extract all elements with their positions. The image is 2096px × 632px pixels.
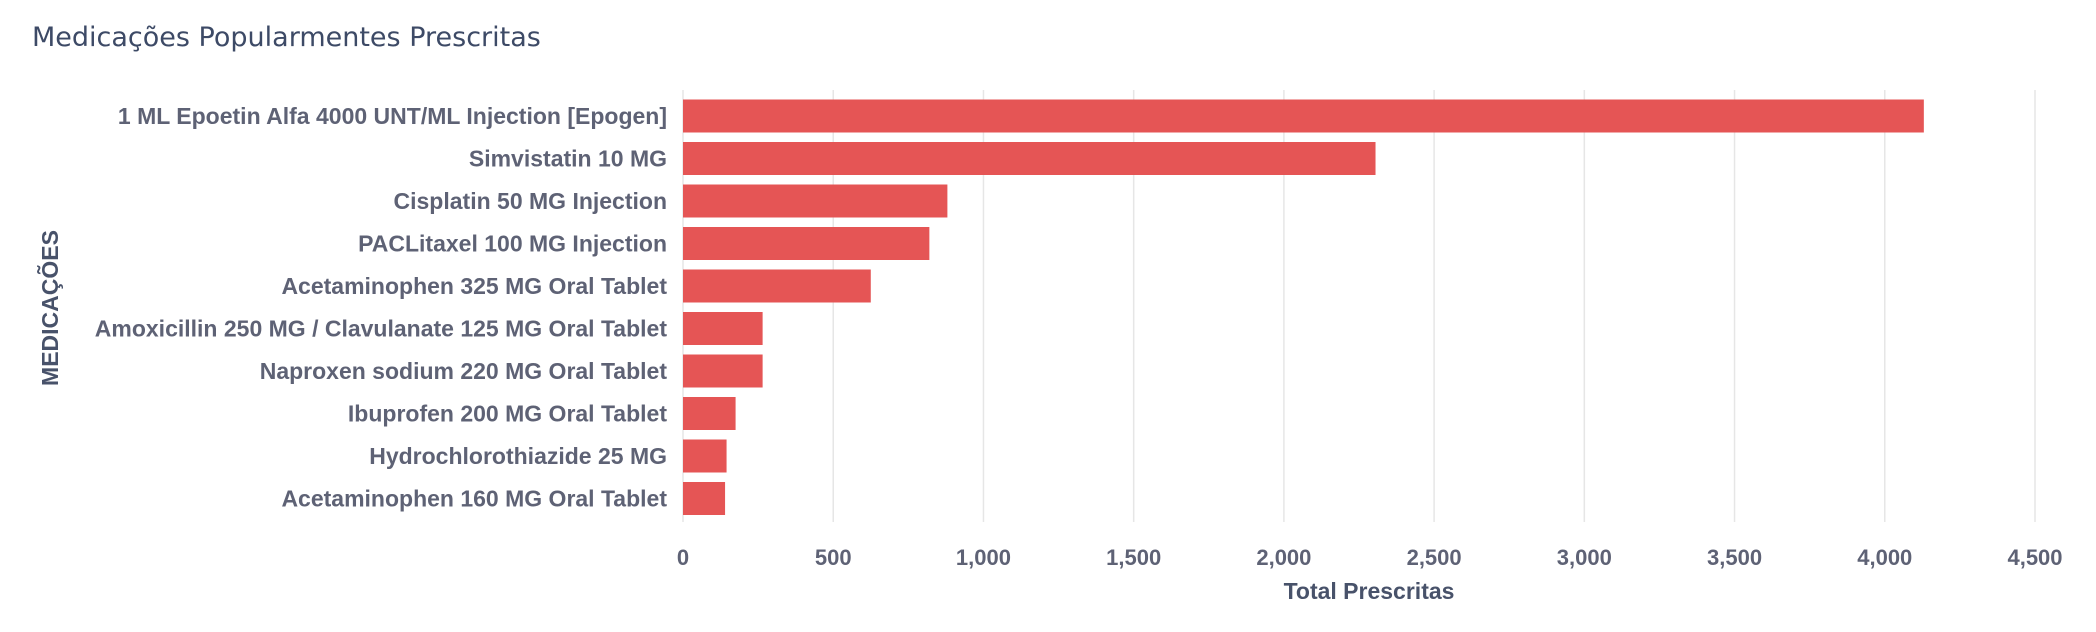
x-tick-label: 500	[815, 545, 852, 570]
x-tick-label: 1,500	[1106, 545, 1161, 570]
bar[interactable]	[683, 482, 726, 515]
category-label: Amoxicillin 250 MG / Clavulanate 125 MG …	[95, 316, 668, 342]
bar[interactable]	[683, 142, 1376, 175]
bars	[683, 99, 1924, 515]
category-label: Naproxen sodium 220 MG Oral Tablet	[260, 358, 668, 384]
category-label: 1 ML Epoetin Alfa 4000 UNT/ML Injection …	[118, 103, 667, 129]
x-tick-label: 1,000	[956, 545, 1011, 570]
bar[interactable]	[683, 439, 727, 473]
bar[interactable]	[683, 312, 763, 345]
y-axis-title: MEDICAÇÕES	[36, 230, 63, 386]
chart-title: Medicações Popularmentes Prescritas	[32, 22, 541, 53]
bar[interactable]	[683, 227, 930, 260]
x-tick-label: 4,500	[2007, 545, 2062, 570]
x-tick-label: 3,000	[1557, 545, 1612, 570]
x-tick-label: 3,500	[1707, 545, 1762, 570]
bar[interactable]	[683, 269, 871, 303]
bar[interactable]	[683, 99, 1924, 133]
category-label: Simvistatin 10 MG	[469, 146, 667, 172]
x-tick-label: 4,000	[1857, 545, 1912, 570]
x-tick-label: 2,000	[1256, 545, 1311, 570]
category-label: Acetaminophen 160 MG Oral Tablet	[281, 486, 667, 512]
bar[interactable]	[683, 184, 948, 218]
x-tick-label: 2,500	[1407, 545, 1462, 570]
x-axis-title: Total Prescritas	[1284, 578, 1455, 604]
bar[interactable]	[683, 397, 736, 430]
category-label: Cisplatin 50 MG Injection	[394, 188, 667, 214]
category-label: Ibuprofen 200 MG Oral Tablet	[348, 401, 667, 427]
category-label: Acetaminophen 325 MG Oral Tablet	[281, 273, 667, 299]
x-tick-labels: 0 500 1,000 1,500 2,000 2,500 3,000 3,500 4,000 4…	[677, 545, 2063, 570]
bar[interactable]	[683, 354, 763, 388]
category-labels: 1 ML Epoetin Alfa 4000 UNT/ML Injection …	[95, 103, 668, 512]
category-label: Hydrochlorothiazide 25 MG	[369, 443, 667, 469]
x-tick-label: 0	[677, 545, 689, 570]
category-label: PACLitaxel 100 MG Injection	[358, 231, 667, 257]
